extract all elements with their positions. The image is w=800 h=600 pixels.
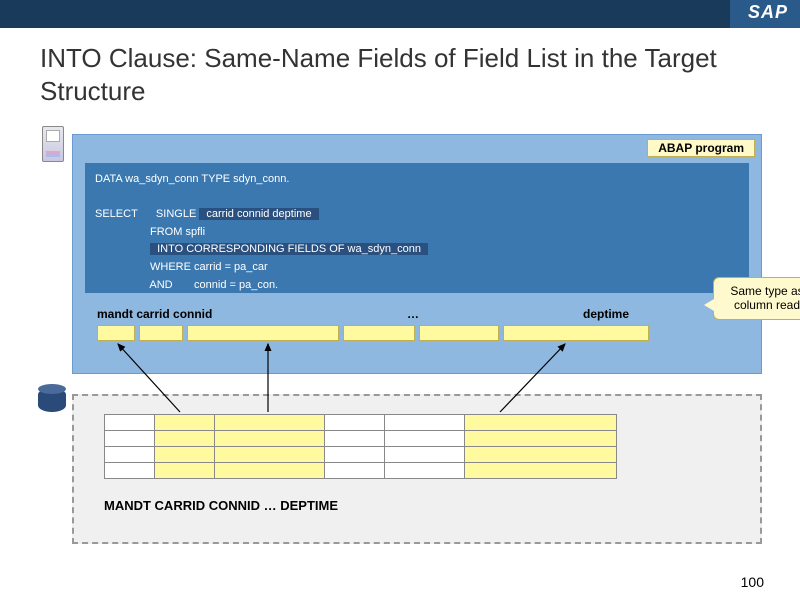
- db-cell: [325, 415, 385, 431]
- db-cell: [465, 463, 617, 479]
- callout-same-type: Same type as column read: [713, 277, 800, 320]
- code-line-3: FROM spfli: [95, 224, 739, 242]
- struct-label-ellipsis: …: [407, 307, 419, 321]
- db-cell: [215, 415, 325, 431]
- db-cell: [215, 447, 325, 463]
- db-cell: [385, 463, 465, 479]
- code-line-blank: [95, 189, 739, 207]
- db-cell: [105, 431, 155, 447]
- code-line-4: INTO CORRESPONDING FIELDS OF wa_sdyn_con…: [95, 241, 739, 259]
- db-cell: [325, 431, 385, 447]
- struct-labels: mandt carrid connid … deptime: [97, 307, 737, 321]
- page-number: 100: [741, 574, 764, 590]
- db-cell: [155, 447, 215, 463]
- slide-title: INTO Clause: Same-Name Fields of Field L…: [40, 42, 770, 107]
- db-cell: [215, 431, 325, 447]
- struct-cell: [419, 325, 499, 341]
- highlight-fields: carrid connid deptime: [199, 208, 318, 220]
- db-table: [104, 414, 617, 479]
- database-icon: [38, 388, 66, 412]
- db-cell: [465, 431, 617, 447]
- db-cell: [155, 415, 215, 431]
- abap-program-region: ABAP program DATA wa_sdyn_conn TYPE sdyn…: [72, 134, 762, 374]
- struct-cell: [343, 325, 415, 341]
- struct-row: [97, 325, 649, 341]
- db-cell: [385, 415, 465, 431]
- db-cell: [325, 463, 385, 479]
- abap-program-label: ABAP program: [647, 139, 755, 157]
- struct-cell: [503, 325, 649, 341]
- db-region: MANDT CARRID CONNID … DEPTIME: [72, 394, 762, 544]
- server-icon: [42, 126, 64, 162]
- db-column-labels: MANDT CARRID CONNID … DEPTIME: [104, 498, 338, 513]
- struct-label-c: deptime: [583, 307, 629, 321]
- sap-logo: SAP: [748, 2, 788, 23]
- db-cell: [215, 463, 325, 479]
- db-cell: [105, 463, 155, 479]
- code-line-6: AND connid = pa_con.: [95, 277, 739, 295]
- db-cell: [155, 431, 215, 447]
- struct-cell: [139, 325, 183, 341]
- struct-label-a: mandt carrid connid: [97, 307, 212, 321]
- struct-cell: [187, 325, 339, 341]
- db-cell: [105, 447, 155, 463]
- code-line-5: WHERE carrid = pa_car: [95, 259, 739, 277]
- db-cell: [465, 415, 617, 431]
- code-line-1: DATA wa_sdyn_conn TYPE sdyn_conn.: [95, 171, 739, 189]
- db-cell: [155, 463, 215, 479]
- highlight-into: INTO CORRESPONDING FIELDS OF wa_sdyn_con…: [150, 243, 428, 255]
- code-line-2: SELECT SINGLE carrid connid deptime: [95, 206, 739, 224]
- db-cell: [465, 447, 617, 463]
- top-bar: SAP: [0, 0, 800, 28]
- struct-cell: [97, 325, 135, 341]
- db-cell: [105, 415, 155, 431]
- code-box: DATA wa_sdyn_conn TYPE sdyn_conn. SELECT…: [85, 163, 749, 293]
- db-cell: [385, 431, 465, 447]
- db-cell: [385, 447, 465, 463]
- db-cell: [325, 447, 385, 463]
